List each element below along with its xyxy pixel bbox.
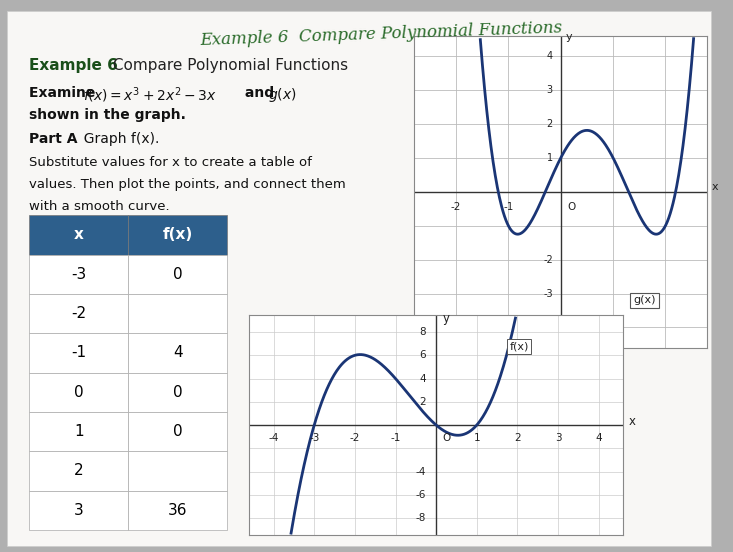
Text: shown in the graph.: shown in the graph.: [29, 108, 186, 121]
Text: -4: -4: [268, 433, 279, 443]
Text: -8: -8: [416, 513, 426, 523]
Text: Example 6  Compare Polynomial Functions: Example 6 Compare Polynomial Functions: [199, 19, 563, 49]
Text: Compare Polynomial Functions: Compare Polynomial Functions: [108, 58, 349, 73]
Text: -4: -4: [543, 322, 553, 332]
Text: Part A: Part A: [29, 132, 78, 146]
Text: Examine: Examine: [29, 86, 100, 99]
Text: y: y: [566, 33, 572, 43]
Text: 4: 4: [419, 374, 426, 384]
Text: 1: 1: [547, 153, 553, 163]
Text: -3: -3: [543, 289, 553, 299]
Text: 2: 2: [419, 397, 426, 407]
Text: 3: 3: [547, 85, 553, 95]
Text: -1: -1: [503, 202, 514, 212]
Text: -4: -4: [416, 466, 426, 476]
Text: -6: -6: [416, 490, 426, 500]
Text: $f(x) = x^3 + 2x^2 - 3x$: $f(x) = x^3 + 2x^2 - 3x$: [83, 86, 217, 105]
Text: Graph f(x).: Graph f(x).: [75, 132, 160, 146]
Text: -1: -1: [390, 433, 401, 443]
Text: O: O: [567, 202, 575, 212]
Text: 8: 8: [419, 327, 426, 337]
Text: 3: 3: [555, 433, 561, 443]
Text: -2: -2: [350, 433, 360, 443]
Text: -2: -2: [451, 202, 461, 212]
Text: Substitute values for x to create a table of: Substitute values for x to create a tabl…: [29, 156, 312, 169]
Text: with a smooth curve.: with a smooth curve.: [29, 200, 170, 213]
Text: x: x: [629, 415, 636, 428]
Text: 2: 2: [547, 119, 553, 129]
Text: f(x): f(x): [509, 342, 528, 352]
Text: O: O: [442, 433, 451, 443]
Text: $g(x)$: $g(x)$: [268, 86, 297, 104]
Text: 4: 4: [547, 51, 553, 61]
Text: g(x): g(x): [633, 295, 656, 305]
Text: 6: 6: [419, 351, 426, 360]
Text: x: x: [712, 182, 718, 192]
Text: -3: -3: [309, 433, 320, 443]
Text: and: and: [240, 86, 279, 99]
Text: 1: 1: [474, 433, 480, 443]
Text: y: y: [442, 312, 449, 325]
Text: Example 6: Example 6: [29, 58, 118, 73]
Text: -2: -2: [543, 254, 553, 264]
Text: 2: 2: [514, 433, 520, 443]
Text: 4: 4: [595, 433, 602, 443]
Text: values. Then plot the points, and connect them: values. Then plot the points, and connec…: [29, 178, 346, 191]
